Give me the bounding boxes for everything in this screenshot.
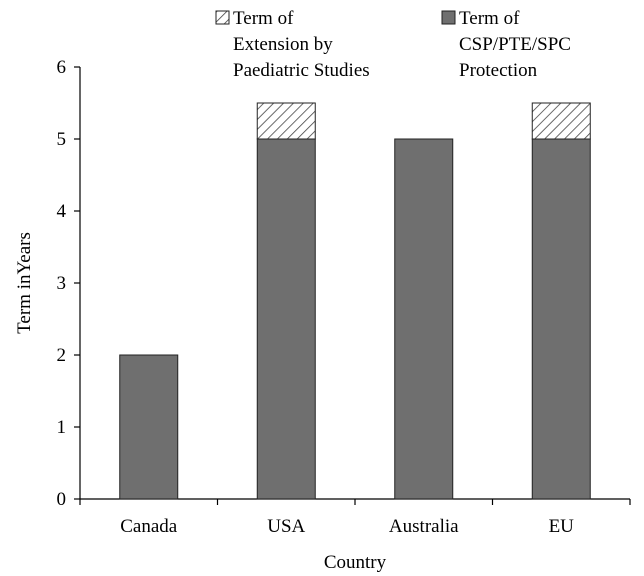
bar-extension-eu bbox=[532, 103, 590, 139]
bar-protection-canada bbox=[120, 355, 178, 499]
legend: Term of Extension by Paediatric Studies Ter… bbox=[216, 8, 571, 81]
y-tick-label: 2 bbox=[57, 345, 67, 366]
y-tick-label: 4 bbox=[57, 201, 67, 222]
x-tick-label: Australia bbox=[389, 516, 459, 537]
x-axis-label: Country bbox=[324, 552, 387, 573]
x-ticks: Canada USA Australia EU bbox=[80, 499, 630, 537]
legend-label-line: Paediatric Studies bbox=[233, 60, 370, 81]
legend-label-line: Term of bbox=[233, 8, 294, 29]
legend-label-line: Term of bbox=[459, 8, 520, 29]
y-tick-label: 6 bbox=[57, 57, 67, 78]
y-tick-label: 0 bbox=[57, 489, 67, 510]
legend-swatch-protection bbox=[442, 11, 455, 24]
y-tick-label: 1 bbox=[57, 417, 67, 438]
y-ticks: 0 1 2 3 4 5 6 bbox=[57, 57, 81, 510]
legend-swatch-extension bbox=[216, 11, 229, 24]
bar-protection-australia bbox=[395, 139, 453, 499]
legend-label-line: Extension by bbox=[233, 34, 333, 55]
bar-protection-eu bbox=[532, 139, 590, 499]
x-tick-label: USA bbox=[267, 516, 305, 537]
y-axis-label: Term inYears bbox=[14, 232, 35, 334]
legend-label-line: CSP/PTE/SPC bbox=[459, 34, 571, 55]
y-tick-label: 5 bbox=[57, 129, 67, 150]
bars bbox=[120, 103, 591, 499]
x-tick-label: Canada bbox=[120, 516, 178, 537]
x-tick-label: EU bbox=[549, 516, 575, 537]
y-tick-label: 3 bbox=[57, 273, 67, 294]
legend-label-line: Protection bbox=[459, 60, 538, 81]
bar-protection-usa bbox=[257, 139, 315, 499]
bar-extension-usa bbox=[257, 103, 315, 139]
